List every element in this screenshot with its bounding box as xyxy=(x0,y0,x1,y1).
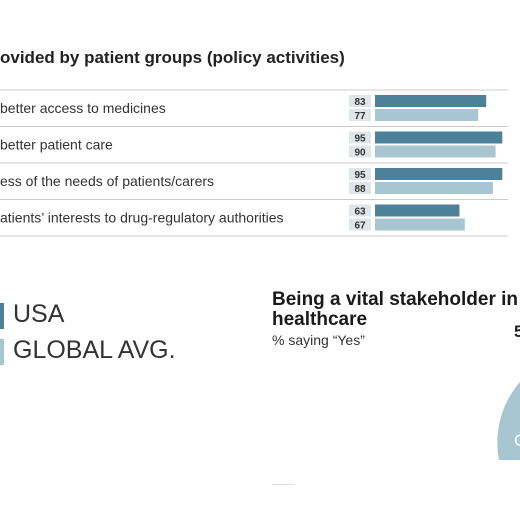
bar-chart-svg: better access to medicines 83 77 better pat… xyxy=(0,89,508,237)
bar-global xyxy=(375,109,479,121)
chart-title: ovided by patient groups (policy activit… xyxy=(0,48,345,67)
bar-usa xyxy=(375,95,487,107)
bar-global xyxy=(375,218,465,231)
data-label: 90 xyxy=(354,148,366,159)
category-label: better access to medicines xyxy=(0,100,166,116)
data-label: 83 xyxy=(354,97,366,108)
data-label: 88 xyxy=(354,184,366,195)
value-label-bg xyxy=(349,131,371,144)
category-label: better patient care xyxy=(0,137,113,153)
legend-swatch-global xyxy=(0,339,4,365)
value-label-bg xyxy=(349,204,371,217)
data-label: 95 xyxy=(354,170,366,181)
data-label: 95 xyxy=(354,134,366,145)
bar-usa xyxy=(375,168,503,180)
stakeholder-chart-heading: Being a vital stakeholder in healthcare … xyxy=(272,289,520,349)
legend-swatch-usa xyxy=(0,303,4,329)
value-label-bg xyxy=(349,168,371,180)
legend-label-usa: USA xyxy=(13,300,65,328)
value-label-bg xyxy=(349,109,371,121)
divider xyxy=(272,484,294,485)
value-label-bg xyxy=(349,145,371,158)
bar-usa xyxy=(375,131,503,144)
pie-slice xyxy=(497,382,520,460)
bar-chart: better access to medicines 83 77 better pat… xyxy=(0,88,520,238)
category-label: atients’ interests to drug-regulatory au… xyxy=(0,210,284,226)
pie-value-label: 5 xyxy=(514,322,520,341)
category-label: ess of the needs of patients/carers xyxy=(0,173,214,189)
data-label: 63 xyxy=(354,207,366,218)
value-label-bg xyxy=(349,182,371,194)
stakeholder-chart-title: Being a vital stakeholder in healthcare xyxy=(272,289,519,330)
stakeholder-chart-subtitle: % saying “Yes” xyxy=(272,332,365,348)
legend-label-global: GLOBAL AVG. xyxy=(13,336,176,364)
data-label: 77 xyxy=(354,111,366,122)
bar-global xyxy=(375,182,493,194)
bar-usa xyxy=(375,204,460,217)
bar-global xyxy=(375,145,496,158)
value-label-bg xyxy=(349,95,371,107)
data-label: 67 xyxy=(354,221,366,232)
pie-slice-label: C xyxy=(514,431,520,450)
value-label-bg xyxy=(349,218,371,231)
